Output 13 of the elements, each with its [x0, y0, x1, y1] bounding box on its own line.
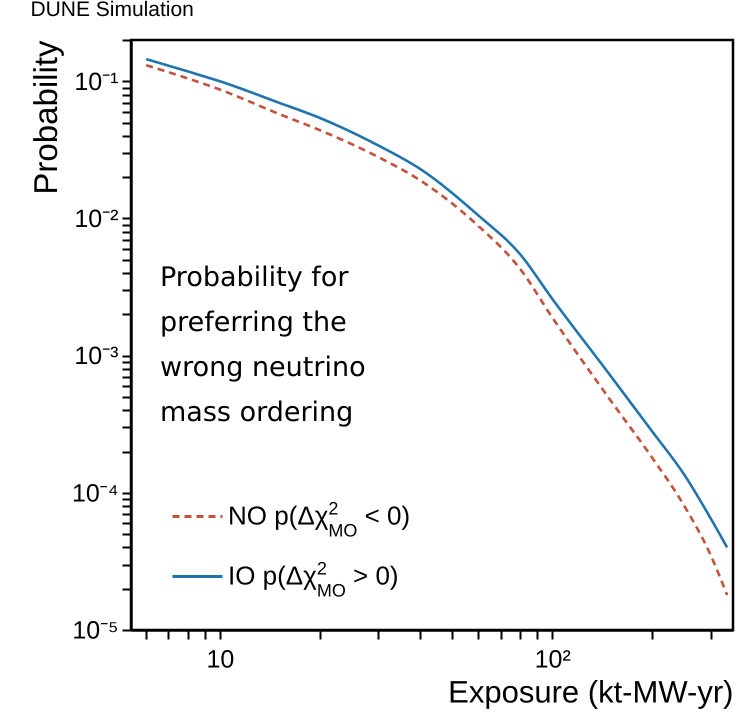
- y-axis-title: Probability: [26, 40, 64, 195]
- annotation: Probability for preferring the wrong neutrino mass ordering: [160, 261, 367, 430]
- y-tick-label: 10⁻⁵: [72, 616, 118, 644]
- y-tick-label: 10⁻²: [74, 204, 118, 233]
- y-tick-label: 10⁻⁴: [72, 479, 118, 508]
- y-tick-label: 10⁻¹: [74, 68, 118, 96]
- x-tick-label: 10: [206, 646, 234, 674]
- legend-label: NO p(Δχ$^{2}$$_{MO}$ < 0): [228, 498, 410, 540]
- chart-title: DUNE Simulation: [30, 0, 194, 21]
- y-tick-label: 10⁻³: [74, 342, 118, 370]
- x-axis-title: Exposure (kt-MW-yr): [448, 674, 734, 710]
- legend-label: IO p(Δχ$^{2}$$_{MO}$ > 0): [228, 558, 399, 600]
- x-tick-label: 10²: [534, 646, 571, 674]
